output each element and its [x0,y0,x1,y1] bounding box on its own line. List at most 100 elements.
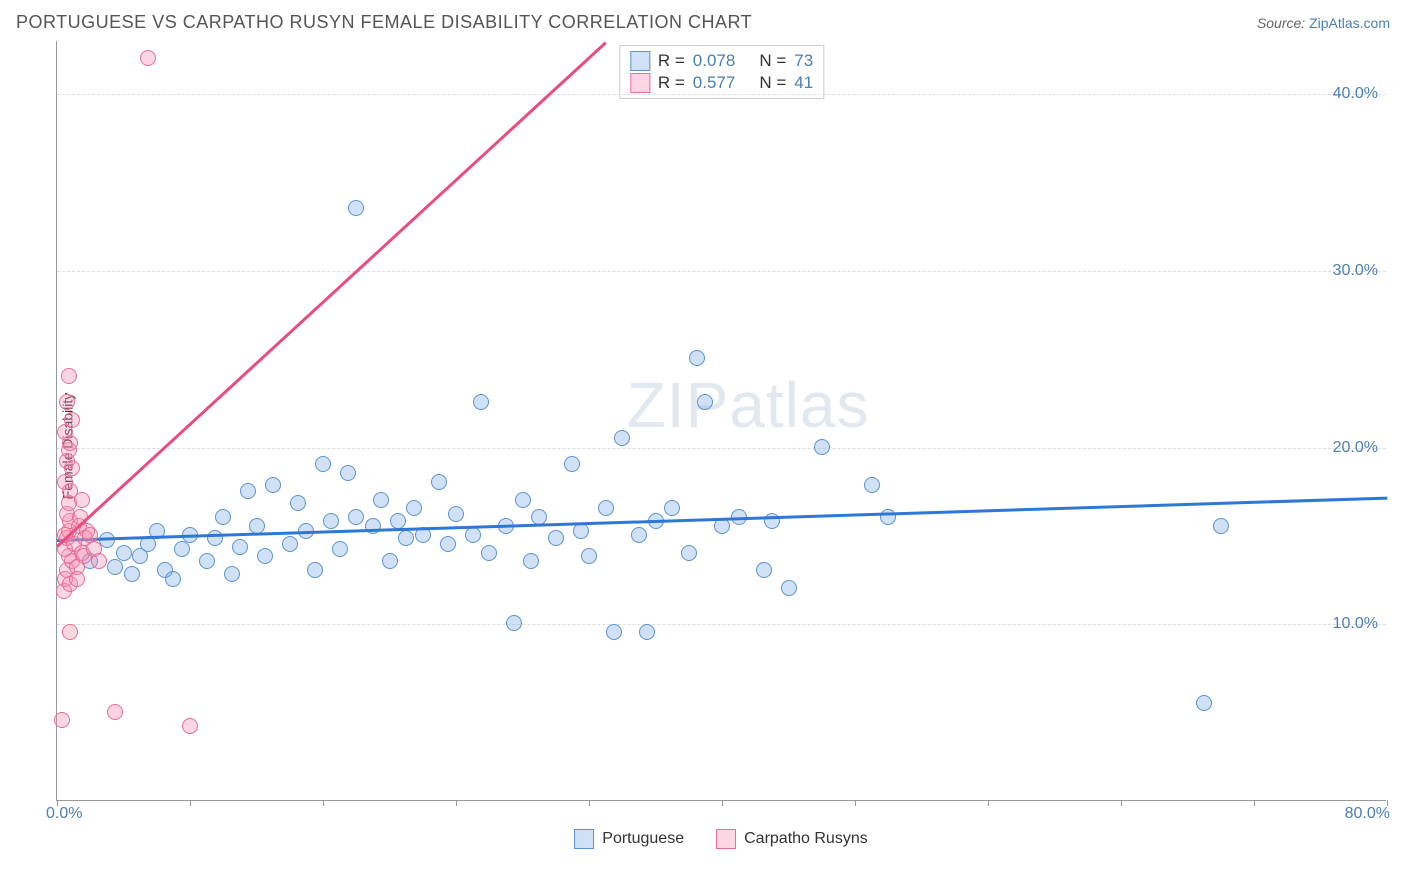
data-point-portuguese [382,553,398,569]
data-point-portuguese [598,500,614,516]
data-point-portuguese [465,527,481,543]
data-point-portuguese [199,553,215,569]
data-point-portuguese [232,539,248,555]
stats-row-carpatho: R = 0.577 N = 41 [630,72,813,94]
legend-item-carpatho: Carpatho Rusyns [716,829,868,849]
data-point-portuguese [689,350,705,366]
data-point-portuguese [631,527,647,543]
data-point-carpatho [69,571,85,587]
data-point-portuguese [639,624,655,640]
data-point-portuguese [448,506,464,522]
n-value-carpatho: 41 [794,72,813,94]
data-point-portuguese [564,456,580,472]
data-point-portuguese [348,509,364,525]
data-point-portuguese [1213,518,1229,534]
swatch-carpatho [716,829,736,849]
data-point-portuguese [265,477,281,493]
bottom-legend: Portuguese Carpatho Rusyns [56,829,1386,849]
data-point-portuguese [224,566,240,582]
r-value-portuguese: 0.078 [693,50,736,72]
n-label: N = [759,50,786,72]
data-point-portuguese [174,541,190,557]
n-label: N = [759,72,786,94]
y-tick-label: 40.0% [1333,85,1378,103]
data-point-portuguese [373,492,389,508]
data-point-portuguese [573,523,589,539]
data-point-portuguese [406,500,422,516]
data-point-portuguese [398,530,414,546]
data-point-portuguese [548,530,564,546]
r-value-carpatho: 0.577 [693,72,736,94]
data-point-carpatho [59,394,75,410]
data-point-portuguese [506,615,522,631]
legend-item-portuguese: Portuguese [574,829,684,849]
data-point-portuguese [257,548,273,564]
y-tick-label: 10.0% [1333,615,1378,633]
chart-container: Female Disability ZIPatlas R = 0.078 N =… [8,41,1398,851]
source-prefix: Source: [1257,15,1305,31]
data-point-portuguese [756,562,772,578]
gridline-h [57,624,1386,625]
swatch-portuguese [574,829,594,849]
chart-title: PORTUGUESE VS CARPATHO RUSYN FEMALE DISA… [16,12,752,33]
n-value-portuguese: 73 [794,50,813,72]
data-point-portuguese [581,548,597,564]
data-point-portuguese [515,492,531,508]
source-attribution: Source: ZipAtlas.com [1257,15,1390,31]
data-point-portuguese [215,509,231,525]
data-point-carpatho [140,50,156,66]
data-point-portuguese [165,571,181,587]
data-point-portuguese [107,559,123,575]
swatch-carpatho [630,73,650,93]
data-point-portuguese [614,430,630,446]
r-label: R = [658,50,685,72]
data-point-carpatho [74,492,90,508]
gridline-h [57,94,1386,95]
data-point-portuguese [523,553,539,569]
watermark-bold: ZIP [627,369,730,441]
data-point-portuguese [481,545,497,561]
y-tick-label: 30.0% [1333,262,1378,280]
data-point-portuguese [332,541,348,557]
x-max-label: 80.0% [1345,805,1390,823]
watermark: ZIPatlas [627,368,870,442]
data-point-carpatho [91,553,107,569]
data-point-portuguese [240,483,256,499]
gridline-h [57,448,1386,449]
data-point-portuguese [282,536,298,552]
data-point-portuguese [124,566,140,582]
data-point-portuguese [307,562,323,578]
data-point-portuguese [664,500,680,516]
gridline-h [57,271,1386,272]
source-link[interactable]: ZipAtlas.com [1309,15,1390,31]
data-point-portuguese [697,394,713,410]
data-point-portuguese [681,545,697,561]
data-point-carpatho [62,624,78,640]
data-point-portuguese [606,624,622,640]
data-point-portuguese [390,513,406,529]
data-point-portuguese [814,439,830,455]
stats-row-portuguese: R = 0.078 N = 73 [630,50,813,72]
data-point-portuguese [290,495,306,511]
data-point-carpatho [61,368,77,384]
data-point-portuguese [1196,695,1212,711]
data-point-portuguese [315,456,331,472]
data-point-portuguese [348,200,364,216]
data-point-carpatho [64,412,80,428]
data-point-portuguese [431,474,447,490]
x-min-label: 0.0% [46,805,82,823]
data-point-portuguese [781,580,797,596]
plot-area: ZIPatlas R = 0.078 N = 73 R = 0.577 N = … [56,41,1386,801]
legend-label-carpatho: Carpatho Rusyns [744,830,868,848]
data-point-portuguese [440,536,456,552]
data-point-portuguese [323,513,339,529]
data-point-portuguese [473,394,489,410]
regression-line-carpatho [56,41,607,547]
data-point-carpatho [57,474,73,490]
data-point-carpatho [54,712,70,728]
watermark-light: atlas [729,369,869,441]
stats-legend-box: R = 0.078 N = 73 R = 0.577 N = 41 [619,45,824,99]
legend-label-portuguese: Portuguese [602,830,684,848]
r-label: R = [658,72,685,94]
data-point-portuguese [340,465,356,481]
